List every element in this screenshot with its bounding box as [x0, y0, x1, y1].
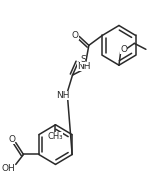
Text: S: S: [80, 55, 86, 64]
Text: O: O: [120, 45, 127, 54]
Text: O: O: [72, 31, 79, 40]
Text: NH: NH: [56, 91, 70, 100]
Text: OH: OH: [1, 164, 15, 173]
Text: O: O: [8, 135, 15, 144]
Text: CH₃: CH₃: [48, 132, 63, 141]
Text: NH: NH: [77, 62, 91, 71]
